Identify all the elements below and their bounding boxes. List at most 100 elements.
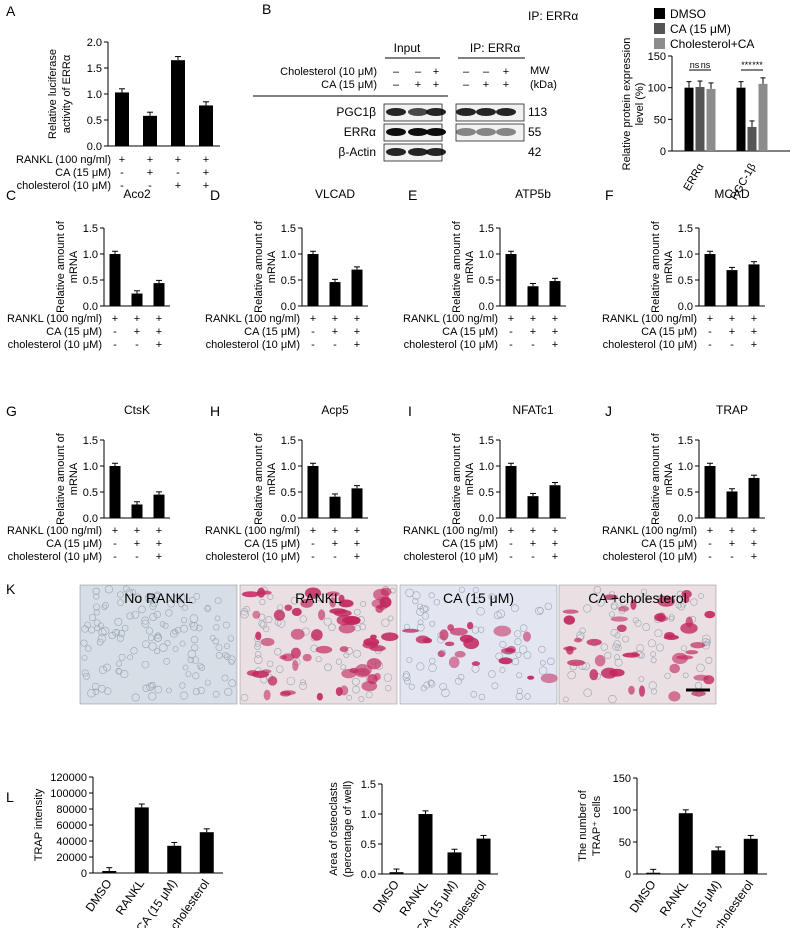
panel-letter: D [210,187,220,203]
cell [243,606,250,613]
y-axis-label: Relative amount of [55,220,67,313]
cell [100,626,110,636]
cell [191,643,199,652]
osteoclast [329,597,337,608]
osteoclast [669,663,681,674]
bar [102,871,117,873]
bar [505,466,517,518]
osteoclast [380,587,392,596]
cell [240,610,249,619]
cell [162,622,169,629]
cell [429,657,436,665]
panel-letter: G [6,403,17,419]
cell [515,651,522,658]
chart-E: 0.0 0.5 1.0 1.5 [479,223,566,313]
cell [221,674,229,682]
osteoclast [610,616,628,622]
bar [131,293,143,306]
condition-sign: - [730,551,734,563]
cell [154,685,163,694]
cell [523,651,532,659]
cell [215,652,223,659]
condition-sign: + [751,551,757,563]
cell [228,659,235,666]
osteoclast [349,667,358,674]
cell [108,631,116,640]
y-axis-label: Relative amount of [55,432,67,525]
y-tick-label: 0 [81,868,87,880]
y-axis-label: level (%) [634,83,646,126]
bar [726,491,738,518]
cell [563,696,569,703]
bar [153,283,165,306]
y-axis-label: Relative protein expression [621,38,633,171]
cell [214,615,221,622]
osteoclast [255,631,262,641]
cell [324,663,332,672]
cell [153,610,162,619]
osteoclast [563,615,575,625]
osteoclast [302,653,312,662]
y-tick-label: 1.0 [83,249,98,261]
chart-L2: 0.0 0.5 1.0 1.5 [361,779,498,881]
y-tick-label: 60000 [56,820,87,832]
cell [499,667,506,674]
condition-sign: + [354,313,360,325]
cell [540,660,546,666]
cell [351,677,360,686]
osteoclast [439,629,449,641]
cell [259,598,266,606]
y-axis-label: mRNA [266,462,278,495]
condition-sign: + [530,538,536,550]
cell [381,618,390,627]
x-tick-label: ERRα [681,161,707,193]
condition-sign: - [148,180,152,192]
cell [472,586,479,594]
cell [222,621,230,629]
cell [406,656,413,663]
cell [97,634,107,643]
cell [101,604,108,611]
cell [428,592,435,599]
cell [478,626,485,633]
cell [682,672,689,679]
cell [315,656,322,663]
panel-letter: B [262,1,271,17]
osteoclast [586,638,602,646]
blot-band [476,108,496,116]
cell [179,691,189,700]
cell [650,651,656,657]
condition-sign: + [433,79,439,91]
bar [747,126,757,151]
condition-sign: - [176,167,180,179]
cell [701,634,711,644]
panel-letter: A [6,3,16,19]
cell [524,693,531,700]
blot-band [496,128,516,136]
osteoclast [326,591,340,597]
x-tick-label: RANKL [113,876,148,917]
condition-label: RANKL (100 ng/ml) [205,525,300,537]
y-tick-label: 80000 [56,804,87,816]
osteoclast [466,621,474,630]
cell [612,643,620,651]
cell [118,653,126,661]
cell [408,683,415,690]
cell [429,620,436,627]
osteoclast [246,670,259,677]
condition-sign: + [310,525,316,537]
cell [353,649,361,658]
cell [419,605,428,614]
osteoclast [638,685,645,697]
cell [116,634,124,642]
cell [93,593,100,600]
blot-row-label: ERRα [344,125,376,139]
cell [142,640,150,649]
condition-sign: + [147,154,153,166]
cell [358,696,365,703]
osteoclast [680,622,698,634]
condition-sign: + [530,326,536,338]
osteoclast [630,599,637,610]
cell [224,643,230,649]
